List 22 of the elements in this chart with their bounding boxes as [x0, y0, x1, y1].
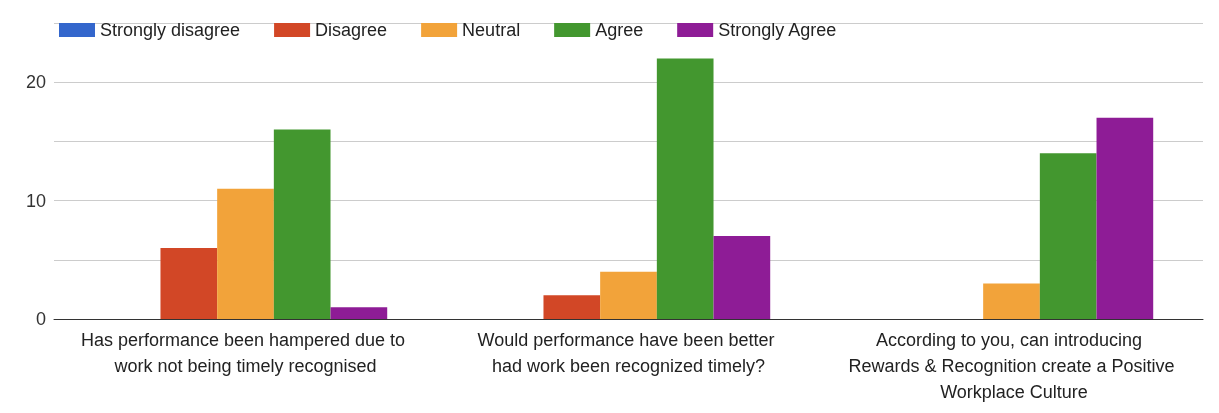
bar	[273, 129, 331, 319]
legend-label: Agree	[595, 20, 644, 40]
bar	[543, 295, 601, 319]
y-tick-label: 0	[35, 309, 46, 329]
x-tick-label: Would performance have been better had work been recognized timely?	[477, 330, 780, 376]
bar	[713, 236, 771, 319]
x-tick-label: Has performance been hampered due to work not being timely recognised	[80, 330, 411, 376]
x-tick-label: According to you, can introducing Rewards & Recognition create a Positive Workplace Culture	[848, 330, 1175, 402]
bar	[160, 247, 218, 319]
bar	[217, 188, 274, 319]
bar	[983, 283, 1040, 319]
legend-label: Strongly Agree	[718, 20, 837, 40]
y-tick-label: 10	[25, 190, 46, 211]
bar	[330, 307, 388, 319]
bar	[600, 271, 657, 319]
legend-label: Disagree	[315, 20, 388, 40]
bar	[1096, 117, 1154, 319]
legend-label: Strongly disagree	[100, 20, 241, 40]
bar	[1039, 153, 1097, 319]
bar	[656, 58, 714, 319]
legend-label: Neutral	[462, 20, 521, 40]
y-tick-label: 20	[25, 72, 46, 93]
